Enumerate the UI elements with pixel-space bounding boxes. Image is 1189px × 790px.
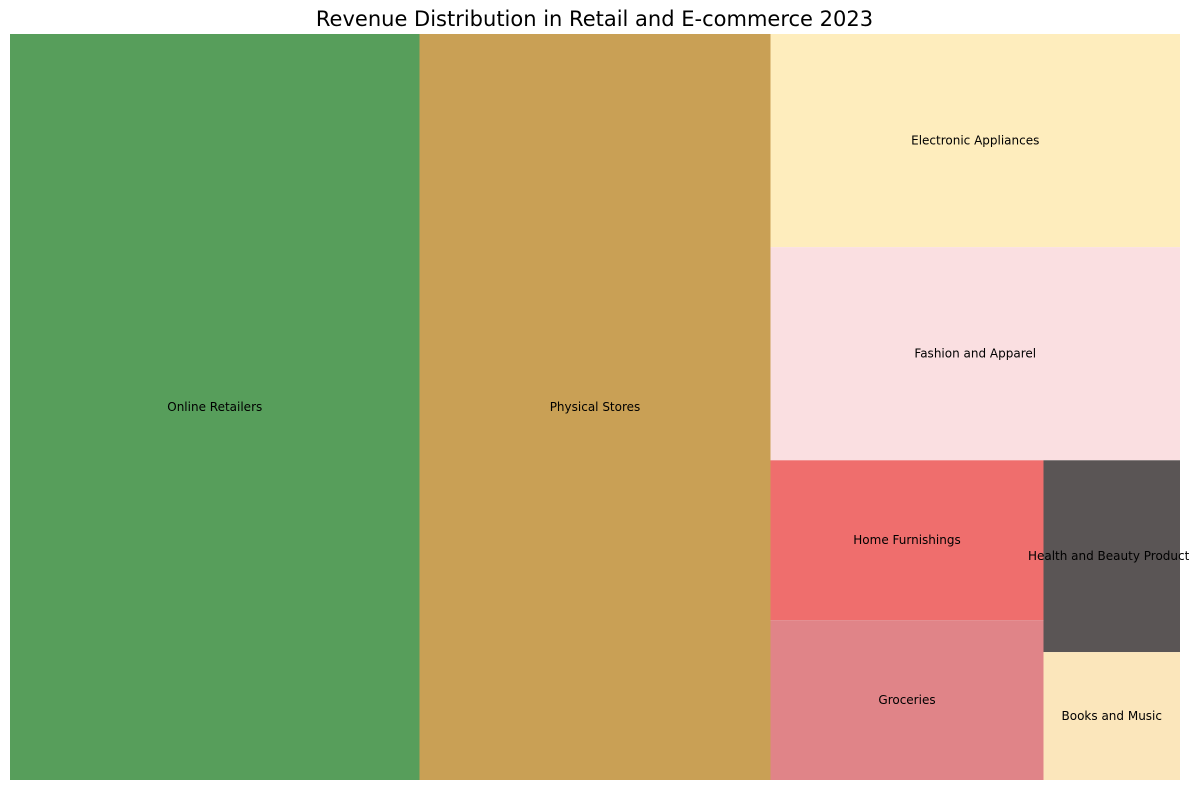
treemap-label-physical-stores: Physical Stores [550, 400, 641, 414]
treemap-label-health-and-beauty-products: Health and Beauty Products [1028, 549, 1189, 563]
treemap-cell-online-retailers: Online Retailers [10, 34, 420, 780]
treemap-label-online-retailers: Online Retailers [167, 400, 262, 414]
treemap-label-home-furnishings: Home Furnishings [853, 533, 960, 547]
treemap-rect-fashion-and-apparel [770, 247, 1180, 461]
treemap-label-fashion-and-apparel: Fashion and Apparel [914, 347, 1036, 361]
treemap-rect-health-and-beauty-products [1043, 460, 1180, 653]
treemap-rect-online-retailers [10, 34, 420, 780]
chart-title: Revenue Distribution in Retail and E-com… [315, 7, 874, 31]
treemap-cell-fashion-and-apparel: Fashion and Apparel [770, 247, 1180, 461]
treemap-rect-books-and-music [1043, 652, 1180, 780]
treemap-rect-electronic-appliances [770, 34, 1180, 248]
treemap-cell-electronic-appliances: Electronic Appliances [770, 34, 1180, 248]
treemap-label-books-and-music: Books and Music [1062, 709, 1162, 723]
treemap-rect-groceries [770, 620, 1044, 780]
treemap-cell-home-furnishings: Home Furnishings [770, 460, 1044, 621]
treemap-cell-health-and-beauty-products: Health and Beauty Products [1028, 460, 1189, 653]
treemap-label-electronic-appliances: Electronic Appliances [911, 134, 1039, 148]
treemap-rect-home-furnishings [770, 460, 1044, 621]
treemap-cell-books-and-music: Books and Music [1043, 652, 1180, 780]
treemap-cell-physical-stores: Physical Stores [419, 34, 771, 780]
treemap-cell-groceries: Groceries [770, 620, 1044, 780]
treemap-rect-physical-stores [419, 34, 771, 780]
treemap-label-groceries: Groceries [878, 693, 935, 707]
